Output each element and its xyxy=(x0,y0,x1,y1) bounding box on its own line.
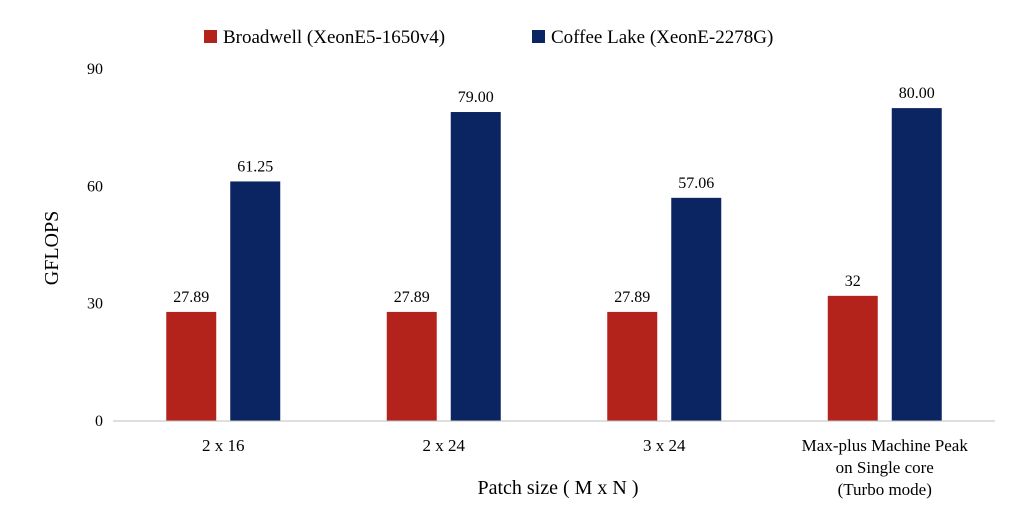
legend: Broadwell (XeonE5-1650v4) Coffee Lake (Xe… xyxy=(204,27,773,48)
x-tick-label: 2 x 24 xyxy=(423,436,466,455)
x-tick-label: 2 x 16 xyxy=(202,436,245,455)
x-axis-title: Patch size ( M x N ) xyxy=(477,477,638,499)
x-tick-label: on Single core xyxy=(836,458,934,477)
y-tick-label: 0 xyxy=(95,413,103,430)
legend-swatch-coffee-lake xyxy=(532,30,545,43)
bar-coffee-lake xyxy=(230,181,281,421)
y-tick-label: 60 xyxy=(87,178,103,195)
bar-broadwell xyxy=(607,311,658,421)
y-tick-label: 90 xyxy=(87,61,103,78)
bar-coffee-lake xyxy=(671,197,722,421)
bar-broadwell xyxy=(166,311,217,421)
bar-broadwell xyxy=(827,295,878,421)
y-axis: 0 30 60 90 xyxy=(87,61,103,430)
legend-label-broadwell: Broadwell (XeonE5-1650v4) xyxy=(223,27,445,48)
legend-label-coffee-lake: Coffee Lake (XeonE-2278G) xyxy=(551,27,773,48)
x-axis: 2 x 16 2 x 24 3 x 24 Max-plus Machine Peak o… xyxy=(113,420,995,499)
data-label-broadwell: 27.89 xyxy=(614,289,650,306)
y-tick-label: 30 xyxy=(87,296,103,313)
data-label-broadwell: 27.89 xyxy=(394,289,430,306)
data-label-coffee-lake: 79.00 xyxy=(458,89,494,106)
data-label-coffee-lake: 61.25 xyxy=(237,158,273,175)
data-label-coffee-lake: 57.06 xyxy=(678,175,714,192)
bar-coffee-lake xyxy=(891,108,942,421)
x-tick-label: Max-plus Machine Peak xyxy=(802,436,969,455)
bars: 27.89 61.25 27.89 79.00 27.89 57.06 32 80.00 xyxy=(166,85,942,422)
x-tick-label: (Turbo mode) xyxy=(838,480,932,499)
bar-broadwell xyxy=(386,311,437,421)
data-label-broadwell: 32 xyxy=(845,273,861,290)
x-tick-label: 3 x 24 xyxy=(643,436,686,455)
legend-swatch-broadwell xyxy=(204,30,217,43)
bar-coffee-lake xyxy=(450,112,501,422)
data-label-coffee-lake: 80.00 xyxy=(899,85,935,102)
data-label-broadwell: 27.89 xyxy=(173,289,209,306)
y-axis-title: GFLOPS xyxy=(41,211,63,285)
